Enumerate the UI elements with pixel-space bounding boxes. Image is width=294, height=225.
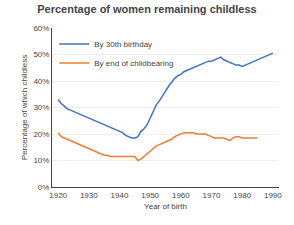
svg-text:By end of childbearing: By end of childbearing [94, 59, 173, 68]
svg-text:1940: 1940 [111, 191, 129, 200]
svg-text:60%: 60% [33, 24, 49, 33]
svg-text:50%: 50% [33, 50, 49, 59]
svg-text:By 30th birthday: By 30th birthday [94, 40, 152, 49]
svg-text:1920: 1920 [49, 191, 67, 200]
svg-text:10%: 10% [33, 156, 49, 165]
svg-text:Percentage of which childless: Percentage of which childless [20, 55, 29, 160]
svg-text:30%: 30% [33, 103, 49, 112]
svg-text:0%: 0% [38, 183, 50, 192]
svg-text:1980: 1980 [233, 191, 251, 200]
svg-text:Percentage of women remaining: Percentage of women remaining childless [37, 3, 256, 15]
svg-text:1950: 1950 [141, 191, 159, 200]
svg-text:1970: 1970 [203, 191, 221, 200]
svg-text:1930: 1930 [80, 191, 98, 200]
svg-text:1990: 1990 [264, 191, 282, 200]
svg-text:40%: 40% [33, 77, 49, 86]
svg-text:1960: 1960 [172, 191, 190, 200]
svg-text:20%: 20% [33, 130, 49, 139]
svg-text:Year of birth: Year of birth [144, 202, 187, 211]
